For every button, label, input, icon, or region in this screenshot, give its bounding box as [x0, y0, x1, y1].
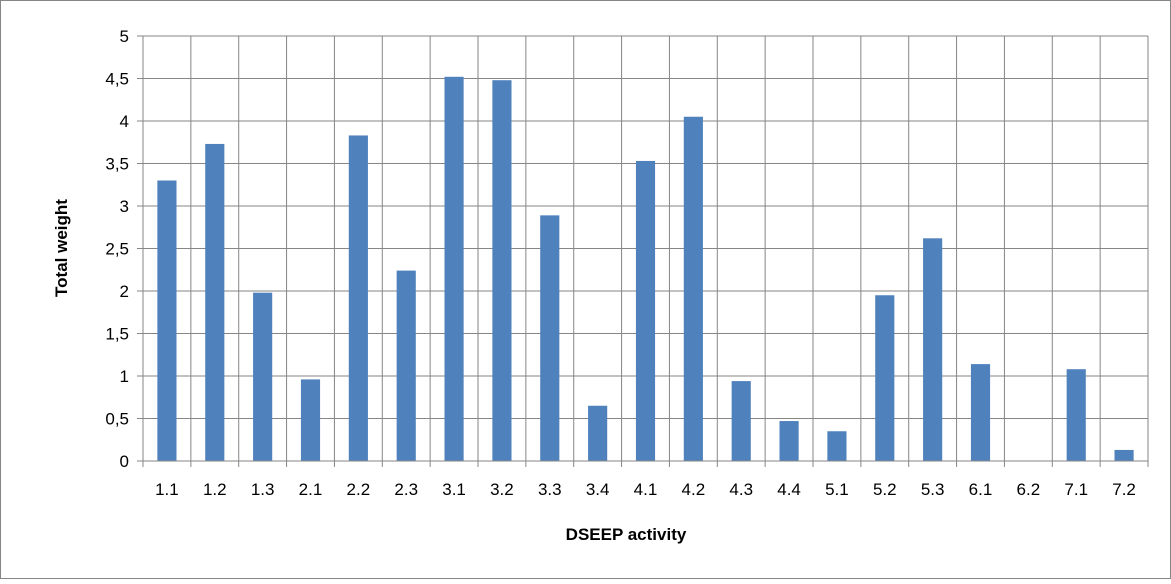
- x-tick-label: 2.2: [347, 480, 371, 499]
- bar-7.2: [1114, 449, 1134, 461]
- y-axis-label: Total weight: [52, 199, 71, 297]
- bar-1.1: [157, 180, 177, 461]
- y-tick-label: 0: [120, 452, 129, 471]
- bar-2.2: [348, 135, 368, 461]
- y-tick-label: 3: [120, 197, 129, 216]
- x-tick-label: 5.3: [921, 480, 945, 499]
- x-tick-labels: 1.1 1.2 1.3 2.1 2.2 2.3 3.1 3.2 3.3 3.4 4.1 4.2 4.3 4…: [155, 480, 1136, 499]
- bar-3.3: [540, 215, 560, 461]
- x-tick-label: 1.1: [155, 480, 179, 499]
- x-tick-label: 5.1: [825, 480, 849, 499]
- x-tick-label: 5.2: [873, 480, 897, 499]
- y-tick-label: 0,5: [105, 410, 129, 429]
- bar-2.1: [300, 379, 321, 461]
- bar-5.2: [875, 295, 895, 461]
- x-tick-label: 1.3: [251, 480, 275, 499]
- y-tick-label: 1,5: [105, 325, 129, 344]
- bar-3.2: [492, 80, 512, 461]
- bar-4.1: [635, 160, 656, 461]
- x-tick-label: 3.1: [442, 480, 466, 499]
- bar-4.3: [731, 381, 751, 461]
- bar-1.2: [205, 143, 225, 461]
- axes-group: [137, 35, 1149, 467]
- x-axis-label: DSEEP activity: [566, 525, 687, 544]
- x-tick-label: 4.2: [682, 480, 706, 499]
- y-tick-label: 1: [120, 367, 129, 386]
- x-tick-label: 7.1: [1064, 480, 1088, 499]
- bar-4.4: [779, 421, 799, 461]
- bar-6.1: [970, 364, 991, 461]
- bar-1.3: [253, 292, 273, 461]
- bar-3.1: [444, 76, 464, 462]
- x-tick-label: 3.4: [586, 480, 610, 499]
- y-tick-label: 3,5: [105, 155, 129, 174]
- y-tick-label: 2,5: [105, 240, 129, 259]
- y-tick-label: 4,5: [105, 70, 129, 89]
- y-tick-labels: 0 0,5 1 1,5 2 2,5 3 3,5 4 4,5 5: [105, 27, 129, 471]
- bar-3.4: [588, 405, 608, 461]
- x-tick-label: 6.2: [1017, 480, 1041, 499]
- x-tick-label: 2.1: [299, 480, 323, 499]
- x-tick-label: 7.2: [1112, 480, 1136, 499]
- x-tick-label: 1.2: [203, 480, 227, 499]
- x-tick-label: 2.3: [394, 480, 418, 499]
- x-tick-label: 4.1: [634, 480, 658, 499]
- y-tick-label: 5: [120, 27, 129, 46]
- y-tick-label: 4: [120, 112, 129, 131]
- bar-5.1: [827, 431, 847, 461]
- x-tick-label: 6.1: [969, 480, 993, 499]
- bar-7.1: [1066, 369, 1086, 461]
- x-tick-label: 3.3: [538, 480, 562, 499]
- y-tick-label: 2: [120, 282, 129, 301]
- bar-5.3: [923, 238, 943, 461]
- x-tick-label: 4.4: [777, 480, 801, 499]
- bar-4.2: [683, 116, 703, 461]
- x-tick-label: 4.3: [729, 480, 753, 499]
- x-tick-label: 3.2: [490, 480, 514, 499]
- bars-group: [157, 76, 1134, 462]
- bar-2.3: [396, 270, 416, 461]
